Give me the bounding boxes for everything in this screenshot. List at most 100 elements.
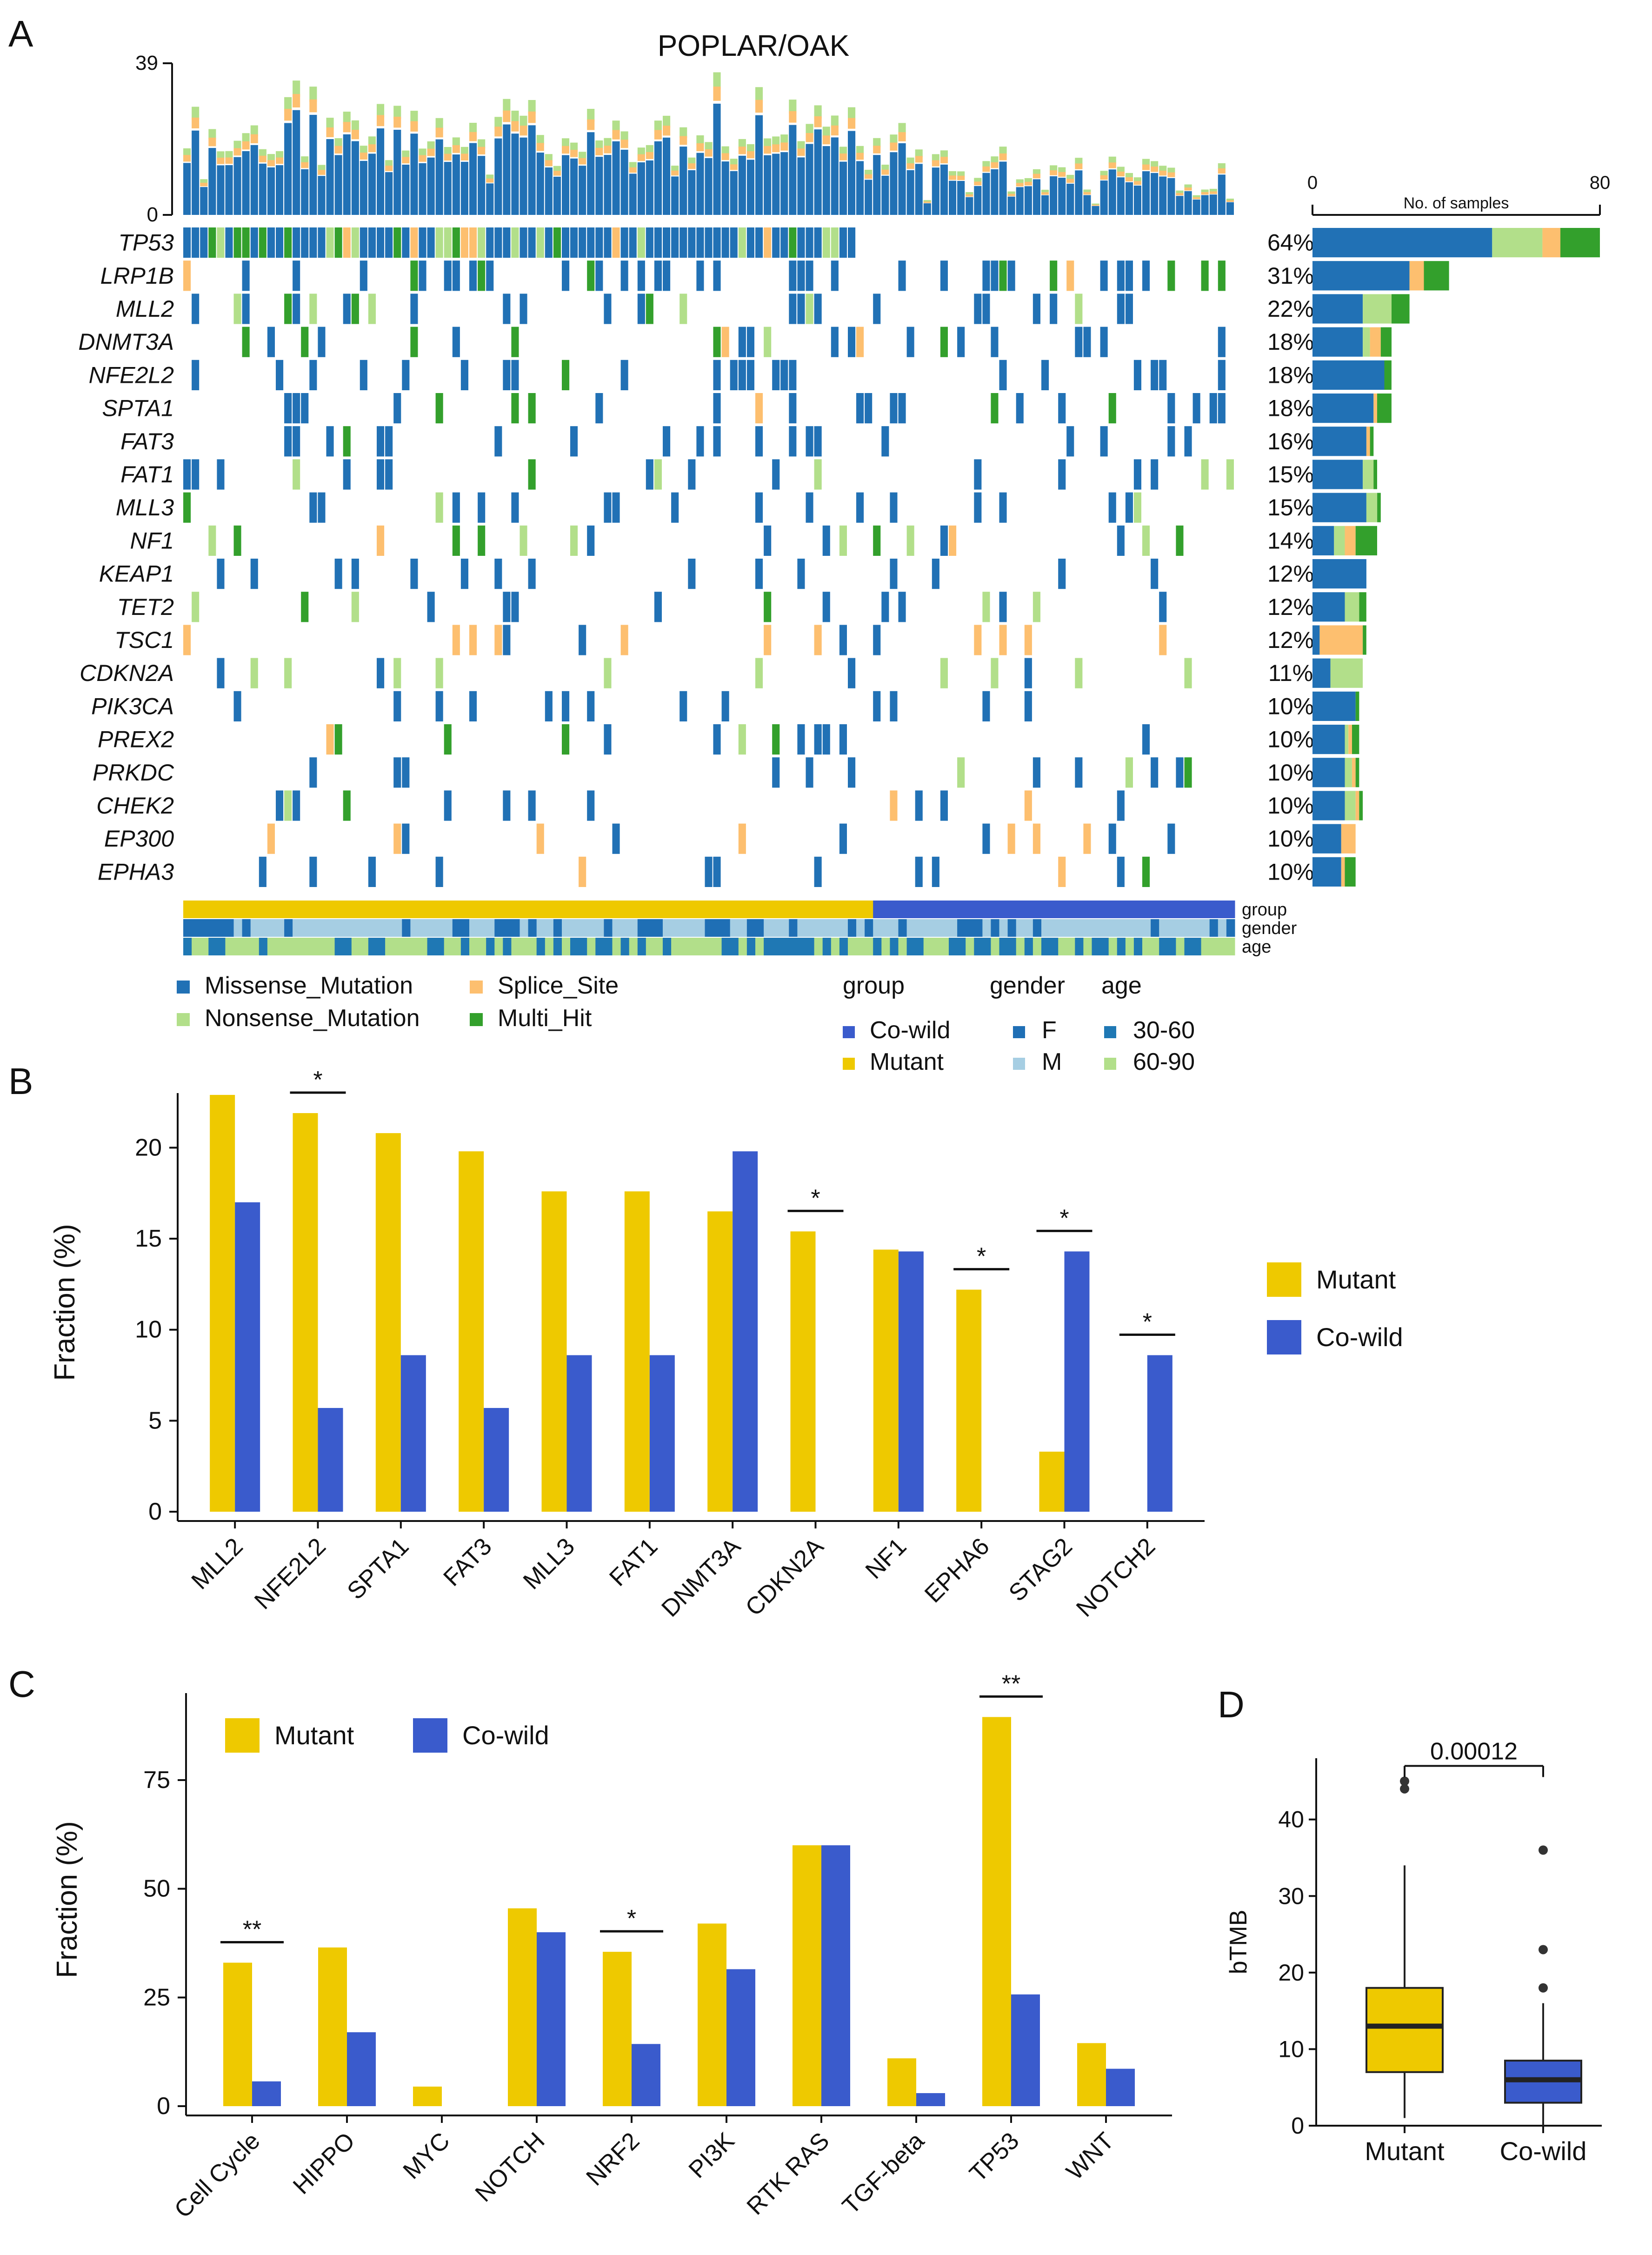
mutation-cell xyxy=(233,294,241,324)
tmb-bar-missense xyxy=(393,130,401,215)
annot-gender-cell xyxy=(553,919,562,937)
annot-group-cell xyxy=(545,901,554,918)
percent-label: 12% xyxy=(1267,627,1314,653)
mutation-cell xyxy=(1066,426,1074,457)
bar-cowild xyxy=(733,1151,758,1512)
mutation-cell xyxy=(587,260,595,291)
tmb-bar-missense xyxy=(629,173,637,215)
annot-age-cell xyxy=(898,938,907,955)
annot-group-cell xyxy=(654,901,663,918)
x-tick-label: Cell Cycle xyxy=(169,2127,266,2223)
mutation-cell xyxy=(822,525,830,556)
mutation-cell xyxy=(562,360,570,390)
bar-mutant xyxy=(707,1211,733,1512)
annot-age-cell xyxy=(806,938,815,955)
mutation-cell xyxy=(452,227,460,258)
annot-age-cell xyxy=(1066,938,1075,955)
annot-age-cell xyxy=(503,938,512,955)
mutation-cell xyxy=(562,227,570,258)
tmb-bar-nonsense xyxy=(932,154,939,162)
annot-gender-cell xyxy=(225,919,234,937)
sample-bar-segment xyxy=(1345,592,1359,622)
mutation-cell xyxy=(1024,625,1032,655)
annot-gender-cell xyxy=(620,919,630,937)
mutation-cell xyxy=(881,592,889,622)
tmb-bar-missense xyxy=(991,169,999,215)
mutation-cell xyxy=(940,260,948,291)
sample-bar-segment xyxy=(1377,394,1392,423)
annot-group-cell xyxy=(217,901,226,918)
annot-age-cell xyxy=(721,938,731,955)
tmb-bar-splice xyxy=(452,145,460,153)
mutation-cell xyxy=(360,360,367,390)
mutation-cell xyxy=(343,790,351,821)
tmb-bar-missense xyxy=(233,157,241,215)
mutation-cell xyxy=(579,227,586,258)
mutation-cell xyxy=(1100,426,1108,457)
annot-group-cell xyxy=(1142,901,1151,918)
annot-age-cell xyxy=(562,938,571,955)
tmb-bar-missense xyxy=(1218,174,1226,215)
annot-group-cell xyxy=(402,901,411,918)
mutation-cell xyxy=(629,227,637,258)
mutation-cell xyxy=(654,227,662,258)
sample-bar-segment xyxy=(1366,493,1378,522)
tmb-bar-splice xyxy=(1024,181,1032,186)
mutation-cell xyxy=(604,492,612,523)
mutation-cell xyxy=(890,559,898,589)
tmb-bar-splice xyxy=(654,130,662,140)
sample-bar-segment xyxy=(1359,791,1363,821)
y-tick-label: 0 xyxy=(157,2093,170,2120)
tmb-bar-missense xyxy=(192,130,200,215)
annot-group-cell xyxy=(1050,901,1059,918)
x-tick-label: DNMT3A xyxy=(656,1533,746,1622)
tmb-bar-nonsense xyxy=(730,159,738,166)
mutation-cell xyxy=(360,260,367,291)
annot-gender-cell xyxy=(822,919,832,937)
annot-age-cell xyxy=(663,938,672,955)
mutation-cell xyxy=(713,260,721,291)
mutation-cell xyxy=(831,260,839,291)
mutation-cell xyxy=(839,724,847,755)
mutation-cell xyxy=(293,790,300,821)
tmb-bar-splice xyxy=(663,126,671,136)
mutation-cell xyxy=(814,459,822,490)
y-tick-label: 5 xyxy=(148,1407,162,1434)
mutation-cell xyxy=(764,625,772,655)
tmb-bar-missense xyxy=(797,157,805,215)
mutation-cell xyxy=(982,294,990,324)
annot-gender-cell xyxy=(1050,919,1059,937)
annot-gender-cell xyxy=(1142,919,1151,937)
tmb-bar-missense xyxy=(966,197,973,215)
mutation-cell xyxy=(460,559,468,589)
annot-gender-cell xyxy=(334,919,344,937)
mutation-cell xyxy=(856,492,864,523)
tmb-bar-missense xyxy=(1159,176,1167,215)
tmb-bar-nonsense xyxy=(814,105,822,119)
tmb-bar-splice xyxy=(865,174,873,179)
annot-group-cell xyxy=(494,901,503,918)
annot-gender-cell xyxy=(494,919,503,937)
mutation-cell xyxy=(1117,294,1125,324)
annot-group-cell xyxy=(839,901,848,918)
gene-label: KEAP1 xyxy=(99,561,174,587)
sample-bar-segment xyxy=(1312,493,1366,522)
tmb-bar-missense xyxy=(982,173,990,215)
mutation-cell xyxy=(797,724,805,755)
annot-group-cell xyxy=(923,901,933,918)
mutation-cell xyxy=(435,658,443,688)
legend-swatch-splice xyxy=(470,981,483,994)
annot-age-cell xyxy=(915,938,924,955)
annot-group-cell xyxy=(940,901,949,918)
mutation-cell xyxy=(856,393,864,424)
x-tick-label: WNT xyxy=(1061,2127,1119,2185)
annot-group-cell xyxy=(915,901,924,918)
annot-gender-cell xyxy=(629,919,638,937)
annot-group-cell xyxy=(1083,901,1092,918)
tmb-bar-missense xyxy=(200,187,208,215)
tmb-bar-missense xyxy=(755,115,763,215)
tmb-bar-nonsense xyxy=(688,157,696,165)
mutation-cell xyxy=(250,559,258,589)
mutation-cell xyxy=(208,227,216,258)
tmb-bar-nonsense xyxy=(1159,166,1167,172)
